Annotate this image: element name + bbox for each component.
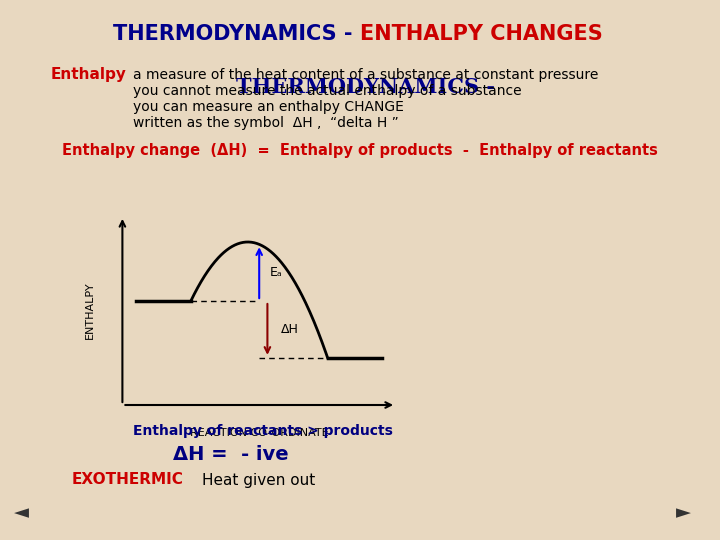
Text: THERMODYNAMICS -: THERMODYNAMICS - <box>113 24 360 44</box>
Text: you cannot measure the actual enthalpy of a substance: you cannot measure the actual enthalpy o… <box>133 84 522 98</box>
Text: Eₐ: Eₐ <box>270 266 283 279</box>
Text: ◄: ◄ <box>14 503 30 522</box>
Text: you can measure an enthalpy CHANGE: you can measure an enthalpy CHANGE <box>133 100 404 114</box>
Text: ENTHALPY: ENTHALPY <box>84 282 94 339</box>
Text: ENTHALPY CHANGES: ENTHALPY CHANGES <box>360 24 603 44</box>
Text: ΔH: ΔH <box>281 323 299 336</box>
Text: THERMODYNAMICS - ENTHALPY CHANGES: THERMODYNAMICS - ENTHALPY CHANGES <box>125 79 613 99</box>
Text: ►: ► <box>676 503 691 522</box>
Text: Enthalpy of reactants > products: Enthalpy of reactants > products <box>133 424 393 438</box>
Text: EXOTHERMIC: EXOTHERMIC <box>72 472 184 488</box>
Text: Heat given out: Heat given out <box>202 472 315 488</box>
Text: Enthalpy change  (ΔH)  =  Enthalpy of products  -  Enthalpy of reactants: Enthalpy change (ΔH) = Enthalpy of produ… <box>62 143 658 158</box>
Text: ΔH =  - ive: ΔH = - ive <box>173 446 288 464</box>
Text: a measure of the heat content of a substance at constant pressure: a measure of the heat content of a subst… <box>133 68 598 82</box>
Text: THERMODYNAMICS -: THERMODYNAMICS - <box>236 77 502 97</box>
Text: REACTION CO-ORDINATE: REACTION CO-ORDINATE <box>190 428 328 438</box>
Text: written as the symbol  ΔH ,  “delta H ”: written as the symbol ΔH , “delta H ” <box>133 116 399 130</box>
Text: Enthalpy: Enthalpy <box>50 68 126 83</box>
